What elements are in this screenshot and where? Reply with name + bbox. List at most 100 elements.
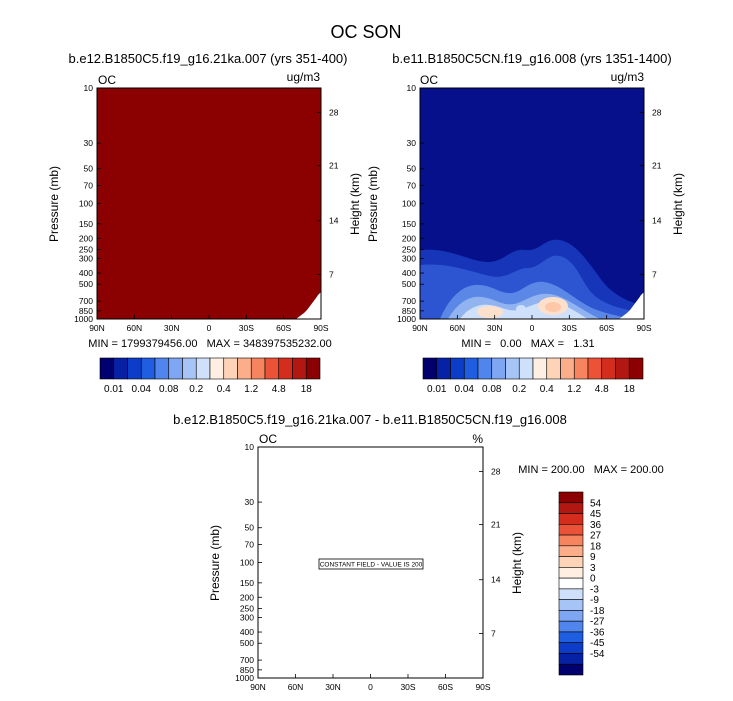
labelbar-label: -3 (590, 584, 599, 595)
labelbar-label: -45 (590, 638, 605, 649)
lat-tick-label: 90S (636, 323, 651, 333)
panel-1-ylabel: Pressure (mb) (47, 166, 61, 242)
pressure-tick-label: 150 (79, 219, 93, 229)
panel-2-stats: MIN = 0.00 MAX = 1.31 (461, 338, 594, 350)
panel-1-variable-label: OC (98, 73, 116, 87)
labelbar-swatch (99, 357, 115, 380)
panel-1-ylabel-right: Height (km) (348, 173, 362, 235)
labelbar-swatch (463, 357, 479, 380)
lat-tick-label: 90S (475, 682, 490, 692)
labelbar-label: 4.8 (272, 384, 286, 395)
pressure-tick-label: 50 (84, 164, 94, 174)
labelbar-swatch (140, 357, 156, 380)
labelbar-swatch (237, 357, 252, 380)
pressure-tick-label: 70 (84, 181, 94, 191)
panel-3-height-ticks: 28 21 14 7 (479, 467, 501, 638)
labelbar-label: 0.04 (455, 384, 475, 395)
labelbar-swatch (628, 357, 644, 380)
labelbar-swatch (292, 357, 307, 380)
labelbar-label: 18 (590, 541, 602, 552)
labelbar-label: 0.08 (482, 384, 502, 395)
labelbar-swatch (518, 357, 534, 380)
labelbar-label: 0 (590, 574, 596, 585)
pressure-tick-label: 300 (402, 254, 416, 264)
labelbar-label: 0.4 (217, 384, 231, 395)
pressure-tick-label: 500 (402, 279, 416, 289)
pressure-tick-label: 850 (240, 665, 254, 675)
labelbar-swatch (558, 631, 584, 644)
panel-3-annotation-box (318, 558, 424, 570)
lat-tick-label: 60N (127, 323, 143, 333)
panel-1-height-ticks: 28 21 14 7 (317, 108, 339, 279)
labelbar-swatch (113, 357, 128, 380)
labelbar-label: -54 (590, 649, 605, 660)
pressure-tick-label: 70 (245, 540, 255, 550)
labelbar-swatch (558, 588, 584, 600)
pressure-tick-label: 400 (402, 268, 416, 278)
lat-tick-label: 90S (313, 323, 328, 333)
pressure-tick-label: 100 (79, 199, 93, 209)
height-tick-label: 14 (329, 216, 339, 226)
labelbar-swatch (195, 357, 211, 380)
panel-3-variable-label: OC (259, 432, 277, 446)
labelbar-label: 45 (590, 509, 602, 520)
panel-3-ylabel: Pressure (mb) (208, 525, 222, 601)
pressure-tick-label: 250 (79, 244, 93, 254)
panel-1-units-label: ug/m3 (287, 70, 321, 84)
labelbar-swatch (491, 357, 506, 380)
pressure-tick-label: 30 (407, 138, 417, 148)
labelbar-swatch (422, 357, 438, 380)
pressure-tick-label: 30 (245, 497, 255, 507)
panel-1: b.e12.B1850C5.f19_g16.21ka.007 (yrs 351-… (47, 51, 362, 395)
panel-2-variable-label: OC (420, 73, 438, 87)
labelbar-swatch (558, 513, 584, 525)
height-tick-label: 21 (652, 161, 662, 171)
lat-tick-label: 90N (89, 323, 105, 333)
panel-3-annotation: CONSTANT FIELD - VALUE IS 200 (320, 562, 423, 569)
height-tick-label: 7 (329, 269, 334, 279)
lat-tick-label: 30S (562, 323, 577, 333)
main-title: OC SON (330, 22, 401, 42)
labelbar-swatch (573, 357, 589, 380)
panel-2-ylabel-right: Height (km) (671, 173, 685, 235)
lat-tick-label: 30N (487, 323, 503, 333)
lat-tick-label: 30N (325, 682, 341, 692)
pressure-tick-label: 100 (240, 558, 254, 568)
panel-1-field-fill (97, 88, 321, 319)
lat-tick-label: 30S (239, 323, 254, 333)
panel-3-lat-ticks: 90N 60N 30N 0 30S 60S 90S (250, 674, 491, 692)
labelbar-label: 0.2 (189, 384, 203, 395)
pressure-tick-label: 10 (84, 83, 94, 93)
height-tick-label: 28 (491, 467, 501, 477)
labelbar-swatch (558, 620, 584, 633)
height-tick-label: 28 (652, 108, 662, 118)
labelbar-swatch (558, 567, 584, 579)
panel-2-title: b.e11.B1850C5CN.f19_g16.008 (yrs 1351-14… (392, 51, 671, 66)
labelbar-swatch (558, 491, 584, 504)
labelbar-swatch (182, 357, 197, 380)
labelbar-swatch (558, 502, 584, 514)
lat-tick-label: 60N (450, 323, 466, 333)
labelbar-swatch (450, 357, 465, 380)
labelbar-swatch (560, 357, 575, 380)
labelbar-swatch (558, 534, 584, 547)
labelbar-swatch (264, 357, 280, 380)
pressure-tick-label: 300 (79, 254, 93, 264)
panel-2-height-ticks: 28 21 14 7 (640, 108, 662, 279)
panel-2-ylabel: Pressure (mb) (366, 166, 380, 242)
pressure-tick-label: 150 (402, 219, 416, 229)
labelbar-swatch (558, 599, 584, 611)
labelbar-swatch (223, 357, 238, 380)
pressure-tick-label: 70 (407, 181, 417, 191)
pressure-tick-label: 700 (402, 296, 416, 306)
labelbar-swatch (558, 556, 584, 568)
labelbar-label: 54 (590, 498, 602, 509)
panel-2-max-south-core (545, 302, 561, 312)
labelbar-swatch (558, 642, 584, 654)
lat-tick-label: 60N (288, 682, 304, 692)
panel-2: b.e11.B1850C5CN.f19_g16.008 (yrs 1351-14… (366, 51, 685, 395)
height-tick-label: 28 (329, 108, 339, 118)
